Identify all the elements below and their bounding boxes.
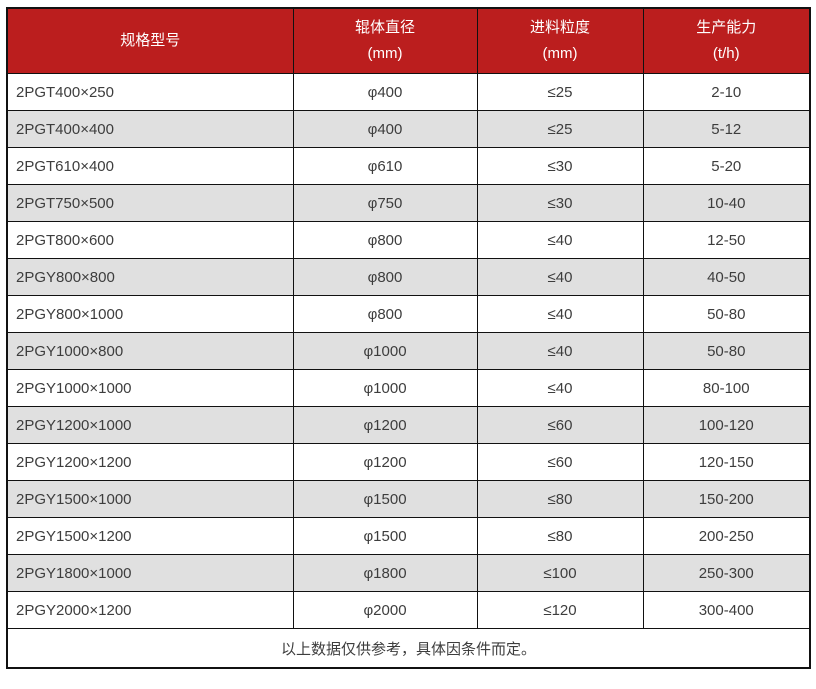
footer-row: 以上数据仅供参考，具体因条件而定。 <box>6 628 811 669</box>
cell-roller-diameter: φ1000 <box>292 332 478 370</box>
cell-model: 2PGY1500×1200 <box>6 517 294 555</box>
cell-feed-size: ≤25 <box>476 73 644 111</box>
cell-capacity: 120-150 <box>642 443 811 481</box>
cell-roller-diameter: φ400 <box>292 73 478 111</box>
cell-feed-size: ≤60 <box>476 443 644 481</box>
cell-feed-size: ≤40 <box>476 295 644 333</box>
cell-feed-size: ≤40 <box>476 369 644 407</box>
cell-roller-diameter: φ1800 <box>292 554 478 592</box>
cell-roller-diameter: φ1500 <box>292 517 478 555</box>
table-row: 2PGY1500×1000 φ1500 ≤80 150-200 <box>6 480 811 518</box>
cell-feed-size: ≤60 <box>476 406 644 444</box>
cell-feed-size: ≤80 <box>476 517 644 555</box>
cell-feed-size: ≤30 <box>476 147 644 185</box>
cell-roller-diameter: φ750 <box>292 184 478 222</box>
table-row: 2PGY800×1000 φ800 ≤40 50-80 <box>6 295 811 333</box>
cell-capacity: 200-250 <box>642 517 811 555</box>
header-feed-size-unit: (mm) <box>542 45 578 62</box>
cell-roller-diameter: φ2000 <box>292 591 478 629</box>
cell-model: 2PGY800×800 <box>6 258 294 296</box>
cell-model: 2PGT400×250 <box>6 73 294 111</box>
header-feed-size-title: 进料粒度 <box>529 19 590 36</box>
cell-capacity: 250-300 <box>642 554 811 592</box>
cell-model: 2PGY2000×1200 <box>6 591 294 629</box>
header-model: 规格型号 <box>6 7 294 74</box>
cell-feed-size: ≤120 <box>476 591 644 629</box>
table-row: 2PGY1200×1200 φ1200 ≤60 120-150 <box>6 443 811 481</box>
table-row: 2PGY1200×1000 φ1200 ≤60 100-120 <box>6 406 811 444</box>
header-model-title: 规格型号 <box>120 32 181 49</box>
cell-capacity: 50-80 <box>642 295 811 333</box>
cell-model: 2PGT610×400 <box>6 147 294 185</box>
cell-capacity: 2-10 <box>642 73 811 111</box>
table-row: 2PGT400×250 φ400 ≤25 2-10 <box>6 73 811 111</box>
cell-model: 2PGY1500×1000 <box>6 480 294 518</box>
header-feed-size: 进料粒度 (mm) <box>476 7 644 74</box>
cell-feed-size: ≤40 <box>476 332 644 370</box>
cell-capacity: 5-12 <box>642 110 811 148</box>
cell-model: 2PGY1200×1200 <box>6 443 294 481</box>
cell-capacity: 150-200 <box>642 480 811 518</box>
cell-model: 2PGY1000×1000 <box>6 369 294 407</box>
cell-capacity: 50-80 <box>642 332 811 370</box>
table-row: 2PGY1000×800 φ1000 ≤40 50-80 <box>6 332 811 370</box>
cell-feed-size: ≤100 <box>476 554 644 592</box>
cell-feed-size: ≤40 <box>476 258 644 296</box>
cell-roller-diameter: φ1200 <box>292 443 478 481</box>
cell-roller-diameter: φ1000 <box>292 369 478 407</box>
header-capacity-title: 生产能力 <box>696 19 757 36</box>
cell-feed-size: ≤40 <box>476 221 644 259</box>
table-body: 2PGT400×250 φ400 ≤25 2-10 2PGT400×400 φ400 ≤25… <box>6 73 811 629</box>
cell-roller-diameter: φ800 <box>292 295 478 333</box>
cell-model: 2PGY1800×1000 <box>6 554 294 592</box>
cell-capacity: 10-40 <box>642 184 811 222</box>
table-row: 2PGT400×400 φ400 ≤25 5-12 <box>6 110 811 148</box>
cell-capacity: 300-400 <box>642 591 811 629</box>
header-roller-diameter: 辊体直径 (mm) <box>292 7 478 74</box>
cell-model: 2PGT800×600 <box>6 221 294 259</box>
spec-table: 规格型号 辊体直径 (mm) 进料粒度 (mm) 生产能力 (t/h) 2PGT… <box>6 7 811 669</box>
cell-feed-size: ≤80 <box>476 480 644 518</box>
header-capacity-unit: (t/h) <box>712 45 740 62</box>
footer-note: 以上数据仅供参考，具体因条件而定。 <box>6 628 811 669</box>
cell-capacity: 5-20 <box>642 147 811 185</box>
cell-model: 2PGY1000×800 <box>6 332 294 370</box>
cell-roller-diameter: φ800 <box>292 258 478 296</box>
cell-roller-diameter: φ800 <box>292 221 478 259</box>
cell-roller-diameter: φ610 <box>292 147 478 185</box>
cell-model: 2PGT400×400 <box>6 110 294 148</box>
cell-roller-diameter: φ1500 <box>292 480 478 518</box>
cell-capacity: 40-50 <box>642 258 811 296</box>
table-row: 2PGY1000×1000 φ1000 ≤40 80-100 <box>6 369 811 407</box>
table-row: 2PGT610×400 φ610 ≤30 5-20 <box>6 147 811 185</box>
cell-model: 2PGY1200×1000 <box>6 406 294 444</box>
table-row: 2PGT800×600 φ800 ≤40 12-50 <box>6 221 811 259</box>
header-roller-diameter-unit: (mm) <box>367 45 403 62</box>
cell-model: 2PGT750×500 <box>6 184 294 222</box>
header-roller-diameter-title: 辊体直径 <box>354 19 415 36</box>
cell-roller-diameter: φ1200 <box>292 406 478 444</box>
table-row: 2PGY800×800 φ800 ≤40 40-50 <box>6 258 811 296</box>
cell-feed-size: ≤30 <box>476 184 644 222</box>
cell-capacity: 80-100 <box>642 369 811 407</box>
table-row: 2PGY1500×1200 φ1500 ≤80 200-250 <box>6 517 811 555</box>
table-row: 2PGY2000×1200 φ2000 ≤120 300-400 <box>6 591 811 629</box>
table-row: 2PGY1800×1000 φ1800 ≤100 250-300 <box>6 554 811 592</box>
cell-capacity: 12-50 <box>642 221 811 259</box>
header-row: 规格型号 辊体直径 (mm) 进料粒度 (mm) 生产能力 (t/h) <box>6 7 811 74</box>
table-row: 2PGT750×500 φ750 ≤30 10-40 <box>6 184 811 222</box>
cell-capacity: 100-120 <box>642 406 811 444</box>
cell-feed-size: ≤25 <box>476 110 644 148</box>
header-capacity: 生产能力 (t/h) <box>642 7 811 74</box>
cell-roller-diameter: φ400 <box>292 110 478 148</box>
cell-model: 2PGY800×1000 <box>6 295 294 333</box>
